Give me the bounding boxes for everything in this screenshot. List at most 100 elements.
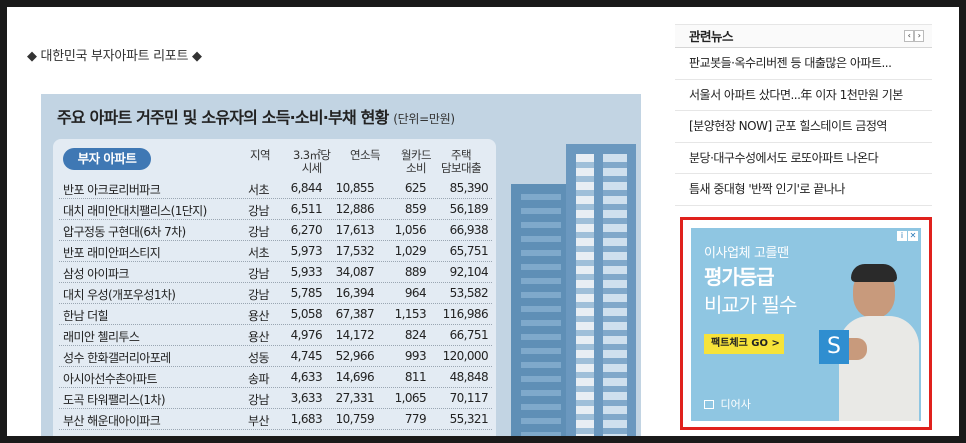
table-row: 삼성 아이파크 강남 5,933 34,087 889 92,104 <box>59 262 492 283</box>
apt-card: 1,029 <box>394 244 427 258</box>
apt-card: 1,153 <box>394 307 427 321</box>
ad-headline-2: 비교가 필수 <box>704 293 797 317</box>
apt-income: 27,331 <box>335 391 375 405</box>
apt-price: 3,633 <box>290 391 323 405</box>
table-row: 대치 우성(개포우성1차) 강남 5,785 16,394 964 53,582 <box>59 283 492 304</box>
col-loan-line1: 주택 <box>450 148 472 162</box>
ad-banner[interactable]: i ✕ 이사업체 고를땐 평가등급 비교가 필수 팩트체크 GO > S 디어사 <box>691 228 921 421</box>
col-card-line1: 월카드 <box>401 148 432 162</box>
rich-apartment-badge: 부자 아파트 <box>63 148 151 170</box>
ad-controls: i ✕ <box>897 231 918 241</box>
apt-area: 부산 <box>248 414 269 428</box>
infographic-unit: (단위=만원) <box>393 112 455 126</box>
data-table: 부자 아파트 지역 3.3㎡당 시세 연소득 월카드 소비 주택 담보대출 반포… <box>53 139 496 436</box>
news-next-button[interactable]: › <box>914 30 924 42</box>
infographic-title: 주요 아파트 거주민 및 소유자의 소득·소비·부채 현황 <box>57 108 389 127</box>
apt-area: 서초 <box>248 183 269 197</box>
apt-name: 반포 래미안퍼스티지 <box>63 246 161 260</box>
news-link[interactable]: 틈새 중대형 '반짝 인기'로 끝나나 <box>675 174 932 206</box>
apt-name: 래미안 첼리투스 <box>63 330 140 344</box>
apt-price: 5,933 <box>290 265 323 279</box>
apt-area: 송파 <box>248 372 269 386</box>
apt-card: 824 <box>404 328 427 342</box>
apt-card: 811 <box>404 370 427 384</box>
apt-card: 993 <box>404 349 427 363</box>
apt-name: 도곡 타워팰리스(1차) <box>63 393 166 407</box>
apt-area: 강남 <box>248 204 269 218</box>
table-row: 래미안 첼리투스 용산 4,976 14,172 824 66,751 <box>59 325 492 346</box>
apt-loan: 53,582 <box>449 286 489 300</box>
table-row: 도곡 타워팰리스(1차) 강남 3,633 27,331 1,065 70,11… <box>59 388 492 409</box>
table-row: 부산 해운대아이파크 부산 1,683 10,759 779 55,321 <box>59 409 492 430</box>
apt-card: 779 <box>404 412 427 426</box>
apt-name: 부산 해운대아이파크 <box>63 414 161 428</box>
col-price: 3.3㎡당 시세 <box>293 149 331 175</box>
apt-loan: 48,848 <box>449 370 489 384</box>
related-news-panel: 관련뉴스 ‹ › 판교봇들·옥수리버젠 등 대출많은 아파트... 서울서 아파… <box>675 24 932 206</box>
apt-loan: 66,938 <box>449 223 489 237</box>
apt-card: 1,065 <box>394 391 427 405</box>
apt-card: 859 <box>404 202 427 216</box>
ad-cta-button[interactable]: 팩트체크 GO > <box>704 334 784 354</box>
apt-price: 5,785 <box>290 286 323 300</box>
apt-income: 67,387 <box>335 307 375 321</box>
col-loan-line2: 담보대출 <box>441 161 482 175</box>
apt-area: 성동 <box>248 351 269 365</box>
apt-area: 강남 <box>248 288 269 302</box>
news-link[interactable]: 판교봇들·옥수리버젠 등 대출많은 아파트... <box>675 48 932 80</box>
col-card-line2: 소비 <box>405 161 427 175</box>
apt-loan: 120,000 <box>442 349 489 363</box>
col-income: 연소득 <box>350 148 381 162</box>
news-link[interactable]: 서울서 아파트 샀다면...年 이자 1천만원 기본 <box>675 80 932 111</box>
col-card: 월카드 소비 <box>401 148 432 175</box>
apt-loan: 70,117 <box>449 391 489 405</box>
apt-income: 12,886 <box>335 202 375 216</box>
ad-close-icon[interactable]: ✕ <box>908 231 918 241</box>
news-pager: ‹ › <box>904 30 924 42</box>
apt-income: 10,759 <box>335 412 375 426</box>
news-prev-button[interactable]: ‹ <box>904 30 914 42</box>
apt-price: 5,973 <box>290 244 323 258</box>
ad-brand-logo: 디어사 <box>704 396 751 412</box>
apt-price: 4,745 <box>290 349 323 363</box>
news-link[interactable]: [분양현장 NOW] 군포 힐스테이트 금정역 <box>675 111 932 143</box>
apt-income: 14,172 <box>335 328 375 342</box>
apt-area: 용산 <box>248 309 269 323</box>
apt-name: 압구정동 구현대(6차 7차) <box>63 225 186 239</box>
news-link[interactable]: 분당·대구수성에서도 로또아파트 나온다 <box>675 143 932 174</box>
ad-brand-name: 디어사 <box>720 398 751 411</box>
apt-area: 용산 <box>248 330 269 344</box>
apt-loan: 116,986 <box>442 307 489 321</box>
apt-name: 삼성 아이파크 <box>63 267 129 281</box>
apt-name: 대치 우성(개포우성1차) <box>63 288 176 302</box>
apt-name: 대치 래미안대치팰리스(1단지) <box>63 204 207 218</box>
ad-highlight-frame: i ✕ 이사업체 고를땐 평가등급 비교가 필수 팩트체크 GO > S 디어사 <box>680 217 932 430</box>
related-news-header: 관련뉴스 ‹ › <box>675 24 932 48</box>
apt-name: 아시아선수촌아파트 <box>63 372 158 386</box>
apt-area: 강남 <box>248 393 269 407</box>
table-row: 반포 아크로리버파크 서초 6,844 10,855 625 85,390 <box>59 178 492 199</box>
ad-info-icon[interactable]: i <box>897 231 907 241</box>
apt-income: 14,696 <box>335 370 375 384</box>
apt-loan: 92,104 <box>449 265 489 279</box>
apt-loan: 56,189 <box>449 202 489 216</box>
apt-price: 4,633 <box>290 370 323 384</box>
apt-card: 964 <box>404 286 427 300</box>
apt-income: 52,966 <box>335 349 375 363</box>
apt-card: 625 <box>404 181 427 195</box>
page: ◆ 대한민국 부자아파트 리포트 ◆ 주요 아파트 거주민 및 소유자의 소득·… <box>7 7 959 436</box>
apt-area: 서초 <box>248 246 269 260</box>
table-row: 대치 래미안대치팰리스(1단지) 강남 6,511 12,886 859 56,… <box>59 199 492 220</box>
apt-price: 5,058 <box>290 307 323 321</box>
apt-loan: 66,751 <box>449 328 489 342</box>
apt-loan: 55,321 <box>449 412 489 426</box>
related-news-title: 관련뉴스 <box>689 29 734 44</box>
apt-price: 6,270 <box>290 223 323 237</box>
apt-price: 6,844 <box>290 181 323 195</box>
ad-headline-1: 평가등급 <box>704 265 775 289</box>
ad-brand-icon <box>704 400 714 409</box>
infographic: 주요 아파트 거주민 및 소유자의 소득·소비·부채 현황 (단위=만원) 부자… <box>41 94 641 436</box>
apt-name: 반포 아크로리버파크 <box>63 183 161 197</box>
apt-area: 강남 <box>248 225 269 239</box>
building-illustration <box>511 144 641 436</box>
